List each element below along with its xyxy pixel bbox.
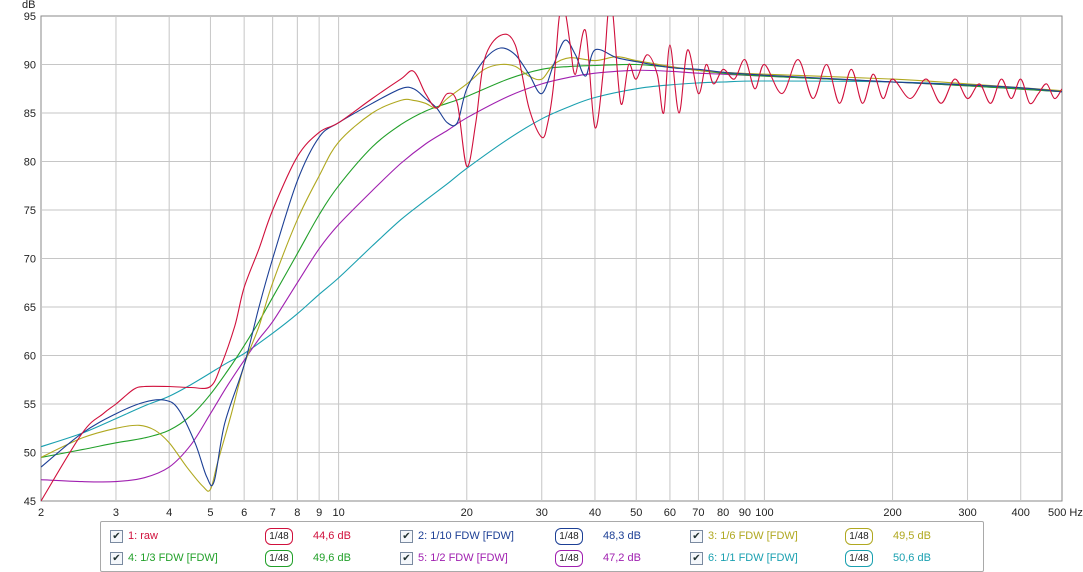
x-tick-label: 6 [241, 507, 247, 519]
x-tick-label: 60 [664, 507, 676, 519]
y-tick-label: 85 [24, 108, 36, 120]
legend-entry: ✔ 3: 1/6 FDW [FDW] 1/48 49,5 dB [690, 525, 953, 547]
x-tick-label: 4 [166, 507, 172, 519]
series-visibility-checkbox[interactable]: ✔ [110, 551, 123, 565]
y-tick-label: 55 [24, 399, 36, 411]
legend-level-value: 48,3 dB [603, 530, 641, 542]
legend-level-value: 50,6 dB [893, 552, 931, 564]
series-line-2 [41, 39, 1062, 487]
y-tick-label: 50 [24, 448, 36, 460]
legend-series-label: 3: 1/6 FDW [FDW] [708, 530, 798, 542]
x-tick-label: 400 [1012, 507, 1030, 519]
smoothing-button[interactable]: 1/48 [555, 549, 583, 567]
y-tick-label: 80 [24, 157, 36, 169]
y-tick-label: 45 [24, 496, 36, 508]
x-tick-label: 200 [883, 507, 901, 519]
x-tick-label: 40 [589, 507, 601, 519]
legend-entry: ✔ 2: 1/10 FDW [FDW] 1/48 48,3 dB [400, 525, 663, 547]
y-tick-label: 75 [24, 205, 36, 217]
series-visibility-checkbox[interactable]: ✔ [690, 529, 703, 543]
x-tick-label: 5 [207, 507, 213, 519]
legend-series-label: 5: 1/2 FDW [FDW] [418, 552, 508, 564]
y-axis-label: dB [22, 0, 35, 11]
x-tick-label: 100 [755, 507, 773, 519]
x-tick-label: 300 [958, 507, 976, 519]
legend-entry: ✔ 5: 1/2 FDW [FDW] 1/48 47,2 dB [400, 547, 663, 569]
y-tick-label: 60 [24, 351, 36, 363]
series-line-6 [41, 80, 1062, 448]
x-tick-label: 70 [692, 507, 704, 519]
series-line-1 [41, 16, 1062, 501]
smoothing-button[interactable]: 1/48 [845, 549, 873, 567]
x-tick-label: 90 [739, 507, 751, 519]
legend: ✔ 1: raw 1/48 44,6 dB ✔ 2: 1/10 FDW [FDW] 1/48… [100, 521, 984, 572]
legend-level-value: 47,2 dB [603, 552, 641, 564]
y-tick-label: 70 [24, 254, 36, 266]
y-tick-label: 90 [24, 60, 36, 72]
x-tick-label: 500 Hz [1048, 507, 1083, 519]
x-tick-label: 8 [294, 507, 300, 519]
x-tick-labels: 2 3 4 5 6 7 8 9 10 20 30 40 50 60 70 80 90 100 200 300 400 50… [38, 507, 1083, 519]
legend-entry: ✔ 4: 1/3 FDW [FDW] 1/48 49,6 dB [110, 547, 373, 569]
x-tick-label: 30 [536, 507, 548, 519]
y-tick-label: 95 [24, 11, 36, 23]
smoothing-button[interactable]: 1/48 [845, 527, 873, 545]
x-tick-label: 50 [630, 507, 642, 519]
series-visibility-checkbox[interactable]: ✔ [110, 529, 123, 543]
y-tick-label: 65 [24, 302, 36, 314]
x-tick-label: 20 [461, 507, 473, 519]
legend-series-label: 2: 1/10 FDW [FDW] [418, 530, 514, 542]
legend-level-value: 49,6 dB [313, 552, 351, 564]
y-gridlines [41, 64, 1062, 453]
series-visibility-checkbox[interactable]: ✔ [690, 551, 703, 565]
smoothing-button[interactable]: 1/48 [555, 527, 583, 545]
legend-level-value: 44,6 dB [313, 530, 351, 542]
legend-series-label: 4: 1/3 FDW [FDW] [128, 552, 218, 564]
smoothing-button[interactable]: 1/48 [265, 527, 293, 545]
x-tick-label: 10 [332, 507, 344, 519]
series-line-5 [41, 69, 1062, 483]
series-line-3 [41, 56, 1062, 492]
legend-series-label: 6: 1/1 FDW [FDW] [708, 552, 798, 564]
series-lines [41, 16, 1062, 501]
y-tick-labels: 95 90 85 80 75 70 65 60 55 50 45 [24, 11, 36, 508]
x-tick-label: 9 [316, 507, 322, 519]
legend-entry: ✔ 1: raw 1/48 44,6 dB [110, 525, 373, 547]
series-visibility-checkbox[interactable]: ✔ [400, 529, 413, 543]
legend-level-value: 49,5 dB [893, 530, 931, 542]
x-tick-label: 7 [270, 507, 276, 519]
series-visibility-checkbox[interactable]: ✔ [400, 551, 413, 565]
x-tick-label: 80 [717, 507, 729, 519]
x-tick-label: 2 [38, 507, 44, 519]
smoothing-button[interactable]: 1/48 [265, 549, 293, 567]
legend-series-label: 1: raw [128, 530, 158, 542]
x-tick-label: 3 [113, 507, 119, 519]
frequency-response-chart: 2 3 4 5 6 7 8 9 10 20 30 40 50 60 70 80 90 100 200 300 400 50… [22, 0, 1083, 519]
legend-entry: ✔ 6: 1/1 FDW [FDW] 1/48 50,6 dB [690, 547, 953, 569]
